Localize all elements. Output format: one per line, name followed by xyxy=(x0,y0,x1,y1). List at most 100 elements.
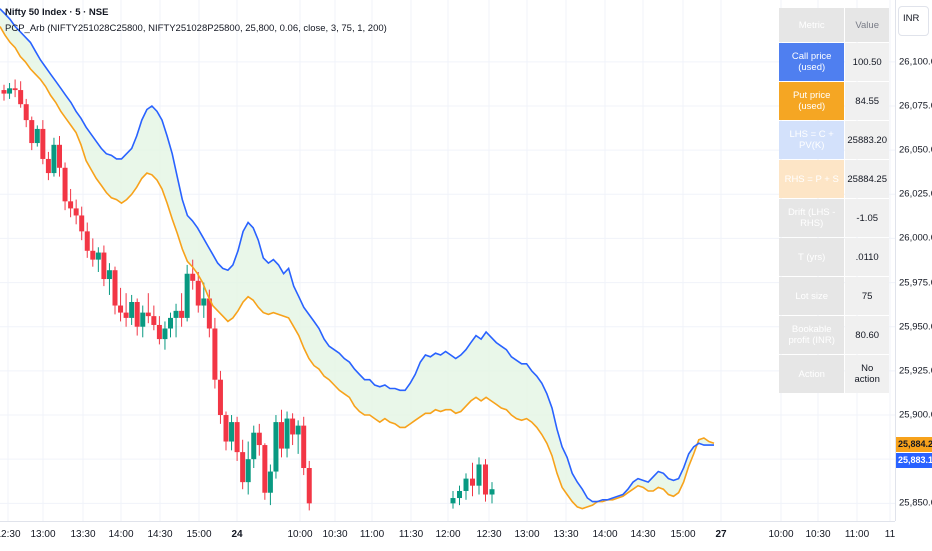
time-tick-label: 14:30 xyxy=(630,529,656,540)
candle-body xyxy=(134,302,140,327)
candle-body xyxy=(267,471,273,493)
candle xyxy=(101,245,107,287)
candle-body xyxy=(179,310,185,318)
candle xyxy=(112,266,118,315)
candle-body xyxy=(212,328,218,380)
candle-body xyxy=(129,302,135,318)
candle-body xyxy=(223,415,229,442)
candle-body xyxy=(234,422,240,453)
candle-body xyxy=(62,167,68,202)
price-chart[interactable] xyxy=(0,0,895,521)
price-axis[interactable]: 26,100.00 26,075.00 26,050.00 26,025.00 26,0… xyxy=(895,0,932,521)
lhs-rhs-fill xyxy=(0,8,714,509)
time-tick-label: 12:00 xyxy=(435,529,461,540)
candle-body xyxy=(273,422,279,472)
candle-body xyxy=(140,312,146,327)
metric-value-cell: 80.60 xyxy=(845,316,889,354)
candle xyxy=(457,485,462,506)
candle xyxy=(51,137,57,177)
candle-body xyxy=(457,490,462,499)
time-tick-label: 27 xyxy=(715,529,727,540)
candle xyxy=(62,162,68,211)
metric-value-cell: 100.50 xyxy=(845,43,889,81)
candle xyxy=(284,411,290,458)
candle xyxy=(251,425,257,469)
candle-body xyxy=(23,104,29,121)
metric-row: Action No action xyxy=(779,355,889,393)
candle xyxy=(29,116,35,151)
candle-body xyxy=(162,328,168,340)
candle xyxy=(195,271,201,313)
metric-row: Drift (LHS - RHS) -1.05 xyxy=(779,199,889,237)
time-tick-label: 13:30 xyxy=(553,529,579,540)
candle xyxy=(295,420,301,454)
candle xyxy=(179,293,185,327)
candle xyxy=(245,441,251,495)
metric-name-cell: Put price (used) xyxy=(779,82,845,120)
candle-body xyxy=(45,158,51,174)
candle-body xyxy=(73,208,79,216)
metric-name-cell: RHS = P + S xyxy=(779,160,845,198)
time-axis[interactable]: 12:30 13:00 13:30 14:00 14:30 15:00 24 10:00 10:… xyxy=(0,521,895,551)
price-tick-label: 26,050.00 xyxy=(899,144,932,156)
time-tick-label: 12:30 xyxy=(476,529,502,540)
candle-body xyxy=(57,144,62,168)
candle-body xyxy=(245,459,251,483)
candle-body xyxy=(29,120,35,144)
candle xyxy=(306,460,312,511)
metric-value-cell: 25884.25 xyxy=(845,160,889,198)
candle xyxy=(234,416,240,461)
candle-body xyxy=(195,280,201,306)
candle xyxy=(229,415,235,451)
candle xyxy=(156,316,162,345)
metric-name-cell: Lot size xyxy=(779,277,845,315)
candle-body xyxy=(168,317,173,329)
metric-row: T (yrs) .0110 xyxy=(779,238,889,276)
price-tick-label: 25,950.00 xyxy=(899,321,932,333)
time-tick-label: 15:00 xyxy=(670,529,696,540)
chart-area[interactable]: Nifty 50 Index · 5 · NSE PCP_Arb (NIFTY2… xyxy=(0,0,895,521)
candle xyxy=(18,81,24,108)
metric-table: Metric Value Call price (used) 100.50 Put pr… xyxy=(778,7,890,394)
candle-body xyxy=(290,418,296,435)
candle xyxy=(290,413,296,446)
candle-body xyxy=(295,425,301,435)
price-tick-label: 26,025.00 xyxy=(899,188,932,200)
metric-value-cell: .0110 xyxy=(845,238,889,276)
candle xyxy=(84,222,90,258)
metric-value-cell: 25883.20 xyxy=(845,121,889,159)
time-tick-label: 13:00 xyxy=(514,529,540,540)
metric-table-header: Metric Value xyxy=(779,8,889,42)
symbol-legend[interactable]: Nifty 50 Index · 5 · NSE xyxy=(5,7,109,18)
price-tick-label: 25,925.00 xyxy=(899,365,932,377)
candle-body xyxy=(279,422,284,449)
candle-body xyxy=(51,144,57,174)
candle xyxy=(1,84,7,101)
candle-body xyxy=(489,489,495,495)
candle xyxy=(450,490,456,509)
candle xyxy=(463,473,469,500)
candle xyxy=(140,305,146,338)
candle xyxy=(162,321,168,350)
candle xyxy=(151,305,157,331)
indicator-legend[interactable]: PCP_Arb (NIFTY251028C25800, NIFTY251028P… xyxy=(5,23,387,34)
candle xyxy=(301,416,307,476)
time-tick-label: 24 xyxy=(231,529,243,540)
candle-body xyxy=(463,478,469,491)
candle-body xyxy=(12,88,18,91)
time-tick-label: 11 xyxy=(884,529,896,540)
candle xyxy=(173,303,179,338)
candle-body xyxy=(156,324,162,340)
currency-button[interactable]: INR xyxy=(898,6,929,36)
time-tick-label: 10:00 xyxy=(768,529,794,540)
metric-header-cell: Metric xyxy=(779,8,845,42)
candle-body xyxy=(476,464,482,486)
price-tick-label: 25,850.00 xyxy=(899,497,932,509)
metric-row: RHS = P + S 25884.25 xyxy=(779,160,889,198)
candle xyxy=(212,317,218,389)
time-tick-label: 13:30 xyxy=(70,529,96,540)
time-tick-label: 12:30 xyxy=(0,529,21,540)
time-tick-label: 14:00 xyxy=(108,529,134,540)
candle xyxy=(145,293,151,324)
candle xyxy=(73,199,79,225)
